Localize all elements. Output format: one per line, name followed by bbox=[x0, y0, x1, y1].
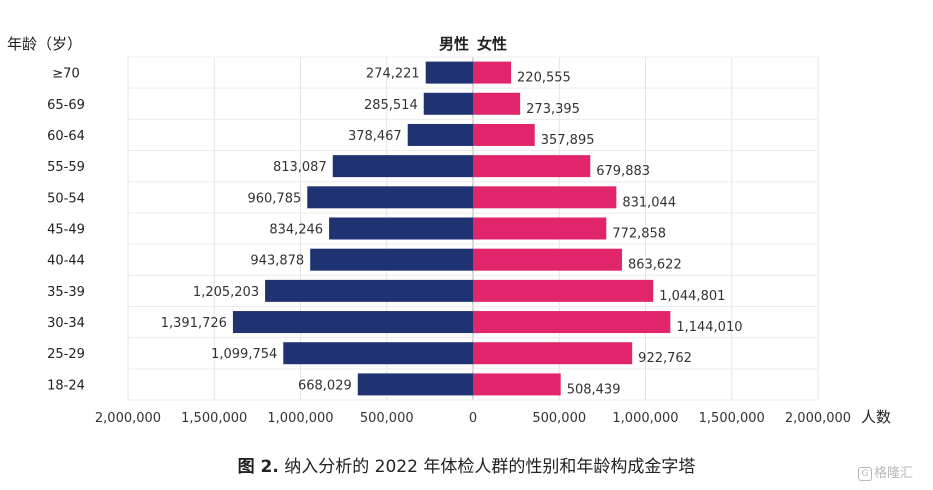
data-label-female: 357,895 bbox=[541, 133, 595, 148]
data-label-male: 960,785 bbox=[247, 191, 301, 206]
legend-female: 女性 bbox=[477, 35, 507, 53]
bar-female bbox=[473, 342, 633, 365]
x-tick-label: 1,000,000 bbox=[267, 411, 333, 426]
category-label: 50-54 bbox=[47, 191, 85, 206]
bar-female bbox=[473, 123, 535, 146]
bar-male bbox=[423, 92, 473, 115]
bar-male bbox=[232, 311, 473, 334]
bar-female bbox=[473, 186, 617, 209]
x-tick-label: 0 bbox=[469, 411, 477, 426]
data-label-female: 1,044,801 bbox=[659, 289, 725, 304]
category-label: 30-34 bbox=[47, 316, 85, 331]
category-label: 35-39 bbox=[47, 285, 85, 300]
bar-female bbox=[473, 311, 671, 334]
data-label-male: 668,029 bbox=[298, 378, 352, 393]
bar-male bbox=[265, 279, 473, 302]
data-label-male: 813,087 bbox=[273, 160, 327, 175]
x-tick-label: 1,000,000 bbox=[612, 411, 678, 426]
x-tick-label: 500,000 bbox=[532, 411, 586, 426]
data-label-male: 378,467 bbox=[348, 129, 402, 144]
bar-female bbox=[473, 61, 512, 84]
data-label-female: 1,144,010 bbox=[676, 320, 742, 335]
data-label-female: 273,395 bbox=[526, 102, 580, 117]
watermark-logo: G 格隆汇 bbox=[858, 462, 913, 481]
bar-male bbox=[307, 186, 473, 209]
watermark-glyph-icon: G bbox=[858, 466, 872, 481]
watermark-text: 格隆汇 bbox=[874, 466, 914, 481]
bar-female bbox=[473, 279, 654, 302]
bar-female bbox=[473, 248, 622, 271]
data-label-male: 1,391,726 bbox=[161, 316, 227, 331]
x-tick-label: 2,000,000 bbox=[785, 411, 851, 426]
population-pyramid-chart: 274,221 220,555 ≥70 285,514 273,395 65-69 378,… bbox=[7, 35, 891, 426]
category-label: 45-49 bbox=[47, 223, 85, 238]
category-label: 18-24 bbox=[47, 378, 85, 393]
x-tick-label: 2,000,000 bbox=[95, 411, 161, 426]
y-axis-title: 年龄（岁） bbox=[7, 35, 82, 53]
x-tick-label: 500,000 bbox=[360, 411, 414, 426]
bar-male bbox=[332, 155, 473, 178]
category-label: 40-44 bbox=[47, 254, 85, 269]
data-label-male: 1,099,754 bbox=[211, 347, 277, 362]
data-label-male: 1,205,203 bbox=[193, 285, 259, 300]
legend-male: 男性 bbox=[439, 35, 469, 53]
data-label-male: 943,878 bbox=[250, 254, 304, 269]
bar-female bbox=[473, 155, 591, 178]
bar-male bbox=[357, 373, 473, 396]
data-label-male: 274,221 bbox=[366, 67, 420, 82]
category-label: 60-64 bbox=[47, 129, 85, 144]
bar-female bbox=[473, 373, 561, 396]
data-label-female: 922,762 bbox=[638, 351, 692, 366]
figure-label: 图 2. bbox=[237, 457, 279, 477]
data-label-female: 679,883 bbox=[596, 164, 650, 179]
figure-caption-text: 纳入分析的 2022 年体检人群的性别和年龄构成金字塔 bbox=[278, 457, 696, 477]
bar-male bbox=[425, 61, 473, 84]
category-label: 25-29 bbox=[47, 347, 85, 362]
x-tick-label: 1,500,000 bbox=[699, 411, 765, 426]
figure-caption: 图 2. 纳入分析的 2022 年体检人群的性别和年龄构成金字塔 bbox=[0, 452, 933, 477]
category-label: 65-69 bbox=[47, 98, 85, 113]
bar-female bbox=[473, 217, 607, 240]
data-label-female: 508,439 bbox=[567, 382, 621, 397]
x-tick-label: 1,500,000 bbox=[181, 411, 247, 426]
bar-male bbox=[283, 342, 473, 365]
bar-male bbox=[329, 217, 473, 240]
data-label-female: 772,858 bbox=[612, 227, 666, 242]
data-label-male: 834,246 bbox=[269, 223, 323, 238]
bar-male bbox=[407, 123, 473, 146]
category-label: 55-59 bbox=[47, 160, 85, 175]
data-label-female: 831,044 bbox=[622, 195, 676, 210]
bar-female bbox=[473, 92, 521, 115]
x-axis-unit: 人数 bbox=[861, 408, 891, 426]
category-label: ≥70 bbox=[52, 67, 79, 82]
data-label-male: 285,514 bbox=[364, 98, 418, 113]
data-label-female: 863,622 bbox=[628, 258, 682, 273]
data-label-female: 220,555 bbox=[517, 71, 571, 86]
bar-male bbox=[310, 248, 473, 271]
